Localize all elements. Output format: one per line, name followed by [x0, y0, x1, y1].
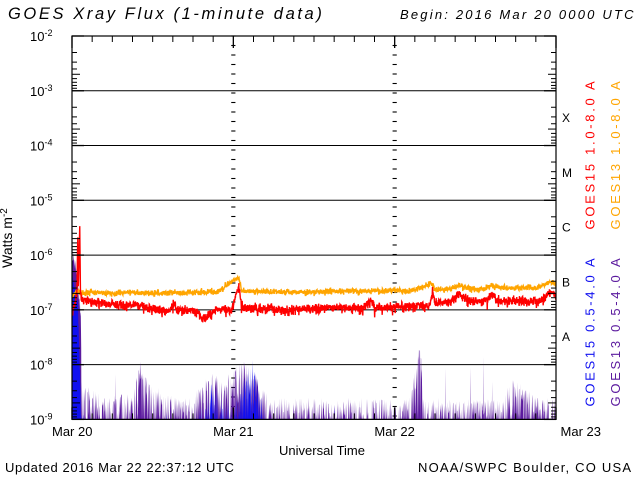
- svg-text:GOES13 1.0-8.0 A: GOES13 1.0-8.0 A: [608, 79, 623, 230]
- svg-text:X: X: [562, 111, 570, 125]
- svg-text:Mar 21: Mar 21: [213, 424, 253, 439]
- svg-text:C: C: [562, 221, 571, 235]
- svg-text:GOES15 0.5-4.0 A: GOES15 0.5-4.0 A: [583, 256, 598, 407]
- svg-text:Universal Time: Universal Time: [279, 443, 365, 458]
- svg-text:GOES13 0.5-4.0 A: GOES13 0.5-4.0 A: [608, 256, 623, 407]
- svg-text:M: M: [562, 166, 572, 180]
- svg-text:NOAA/SWPC Boulder, CO USA: NOAA/SWPC Boulder, CO USA: [418, 460, 632, 475]
- svg-text:Begin: 2016 Mar 20 0000 UTC: Begin: 2016 Mar 20 0000 UTC: [400, 7, 636, 22]
- svg-text:Updated 2016 Mar 22 22:37:12 U: Updated 2016 Mar 22 22:37:12 UTC: [5, 460, 235, 475]
- svg-text:B: B: [562, 275, 570, 289]
- svg-text:GOES15 1.0-8.0 A: GOES15 1.0-8.0 A: [583, 79, 598, 230]
- svg-text:Mar 23: Mar 23: [561, 424, 601, 439]
- svg-text:A: A: [562, 330, 570, 344]
- svg-text:GOES Xray Flux (1-minute data): GOES Xray Flux (1-minute data): [8, 5, 324, 23]
- svg-text:Mar 20: Mar 20: [52, 424, 92, 439]
- svg-text:Mar 22: Mar 22: [374, 424, 414, 439]
